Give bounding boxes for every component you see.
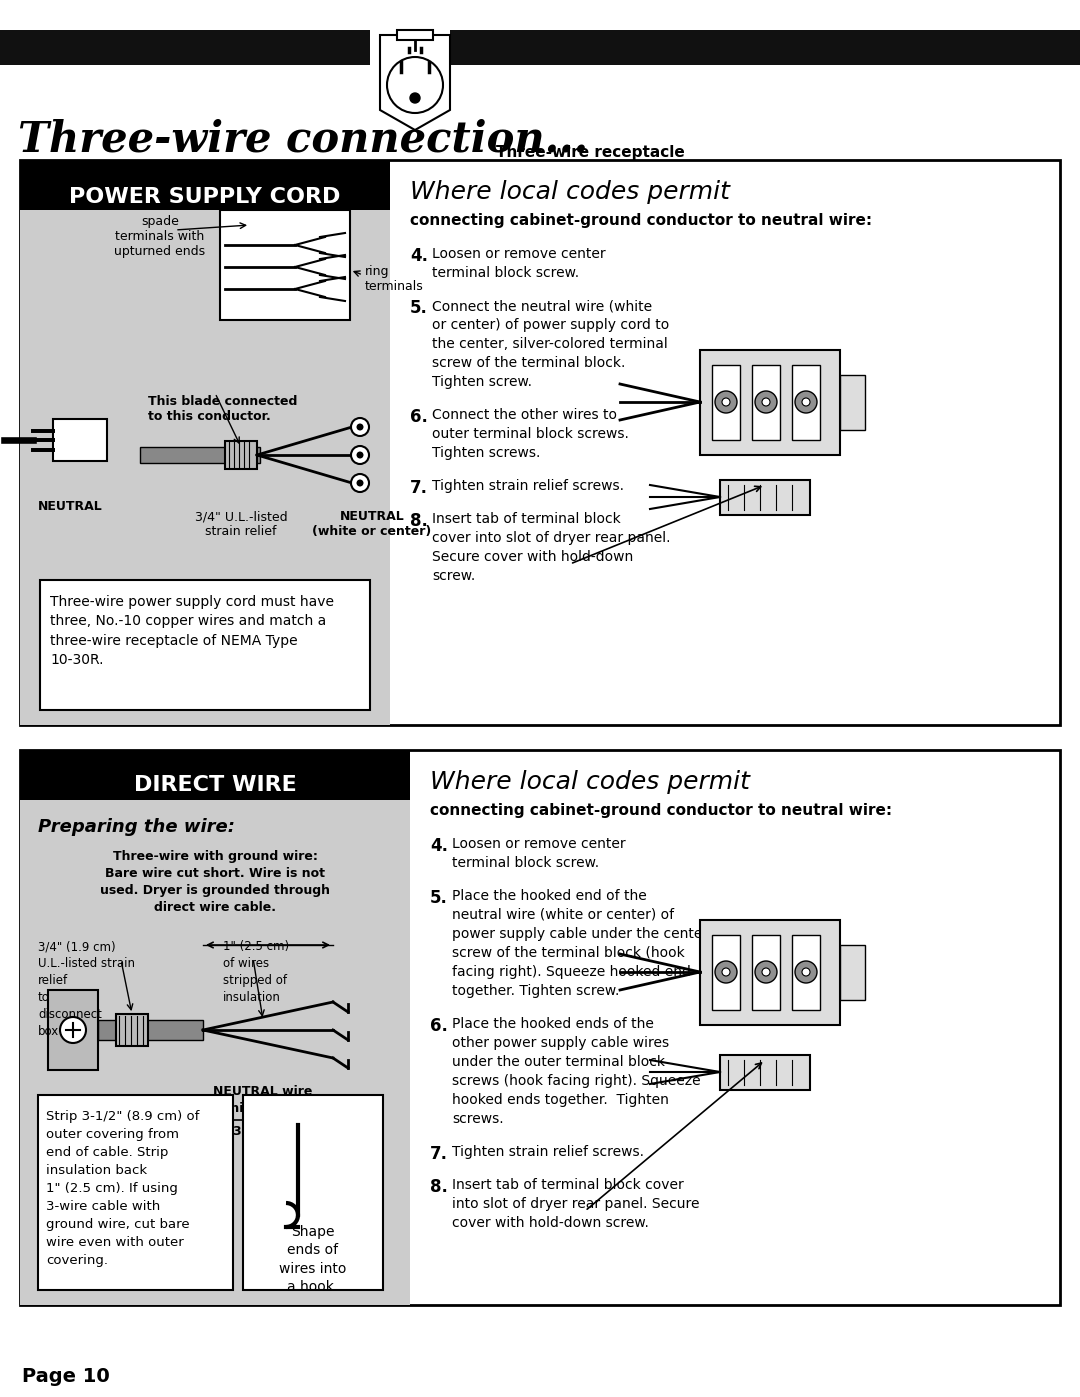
Bar	[21, 750, 1059, 1305]
Text: Where local codes permit: Where local codes permit	[430, 770, 750, 793]
Bar	[225, 441, 257, 469]
Text: 10-gauge, 3-wire or,
10-gauge, 3-wire with
ground wire (Romex): 10-gauge, 3-wire or, 10-gauge, 3-wire wi…	[38, 1095, 167, 1141]
Text: 3/4" (1.9 cm)
U.L.-listed strain
relief
to
disconnect
box: 3/4" (1.9 cm) U.L.-listed strain relief …	[38, 940, 135, 1038]
Bar	[450, 29, 1080, 66]
Text: Place the hooked end of the
neutral wire (white or center) of
power supply cable: Place the hooked end of the neutral wire…	[453, 888, 708, 997]
Text: Shape
ends of
wires into
a hook.: Shape ends of wires into a hook.	[280, 1225, 347, 1294]
Bar	[712, 365, 740, 440]
Text: Insert tab of terminal block cover
into slot of dryer rear panel. Secure
cover w: Insert tab of terminal block cover into …	[453, 1178, 700, 1229]
Bar	[840, 944, 865, 1000]
Circle shape	[795, 961, 816, 983]
Bar	[243, 1095, 383, 1289]
Circle shape	[755, 961, 777, 983]
Polygon shape	[380, 35, 450, 130]
Circle shape	[356, 423, 364, 430]
Circle shape	[802, 398, 810, 407]
Circle shape	[762, 398, 770, 407]
Text: DIRECT WIRE: DIRECT WIRE	[134, 775, 296, 795]
Circle shape	[715, 961, 737, 983]
Circle shape	[351, 446, 369, 464]
Text: Page 10: Page 10	[22, 1368, 110, 1386]
Bar	[720, 481, 810, 515]
Bar	[700, 921, 840, 1025]
Text: connecting cabinet-ground conductor to neutral wire:: connecting cabinet-ground conductor to n…	[430, 803, 892, 819]
Text: Where local codes permit: Where local codes permit	[410, 180, 730, 204]
Bar	[792, 935, 820, 1010]
Text: Connect the other wires to
outer terminal block screws.
Tighten screws.: Connect the other wires to outer termina…	[432, 408, 629, 460]
Bar	[21, 750, 410, 800]
Bar	[21, 161, 390, 210]
Text: NEUTRAL wire
(white or center): NEUTRAL wire (white or center)	[213, 1085, 333, 1115]
Bar	[116, 1014, 148, 1046]
Bar	[98, 1020, 203, 1039]
Text: 5.: 5.	[430, 888, 448, 907]
Text: This blade connected
to this conductor.: This blade connected to this conductor.	[148, 395, 297, 423]
Bar	[0, 29, 370, 66]
Bar	[792, 365, 820, 440]
Bar	[752, 365, 780, 440]
Text: 6.: 6.	[430, 1017, 448, 1035]
Text: 1" (2.5 cm)
of wires
stripped of
insulation: 1" (2.5 cm) of wires stripped of insulat…	[222, 940, 289, 1004]
Circle shape	[723, 968, 730, 977]
Bar	[48, 990, 98, 1070]
Text: 7.: 7.	[410, 479, 428, 497]
Circle shape	[351, 418, 369, 436]
Bar	[220, 210, 350, 320]
Circle shape	[356, 479, 364, 486]
Text: Place the hooked ends of the
other power supply cable wires
under the outer term: Place the hooked ends of the other power…	[453, 1017, 701, 1126]
Text: Tighten strain relief screws.: Tighten strain relief screws.	[453, 1146, 644, 1160]
Text: 5.: 5.	[410, 299, 428, 317]
Text: Three-wire with ground wire:
Bare wire cut short. Wire is not
used. Dryer is gro: Three-wire with ground wire: Bare wire c…	[100, 849, 330, 914]
Text: 3-1/2" (8.9 cm): 3-1/2" (8.9 cm)	[233, 1125, 338, 1139]
Bar	[752, 935, 780, 1010]
Text: Three-wire power supply cord must have
three, No.-10 copper wires and match a
th: Three-wire power supply cord must have t…	[50, 595, 334, 668]
Bar	[21, 750, 410, 1305]
Text: Three-wire connection...: Three-wire connection...	[18, 117, 589, 161]
Bar	[21, 161, 390, 725]
Text: Strip 3-1/2" (8.9 cm) of
outer covering from
end of cable. Strip
insulation back: Strip 3-1/2" (8.9 cm) of outer covering …	[46, 1111, 200, 1267]
Text: 6.: 6.	[410, 408, 428, 426]
Text: spade
terminals with
upturned ends: spade terminals with upturned ends	[114, 215, 205, 258]
Bar	[38, 1095, 233, 1289]
Bar	[53, 419, 107, 461]
Text: 7.: 7.	[430, 1146, 448, 1162]
Text: 3/4" U.L.-listed
strain relief: 3/4" U.L.-listed strain relief	[194, 510, 287, 538]
Text: 4.: 4.	[410, 247, 428, 265]
Text: Loosen or remove center
terminal block screw.: Loosen or remove center terminal block s…	[432, 247, 606, 279]
Circle shape	[795, 391, 816, 414]
Circle shape	[762, 968, 770, 977]
Circle shape	[715, 391, 737, 414]
Circle shape	[356, 451, 364, 458]
Text: 8.: 8.	[410, 511, 428, 529]
Bar	[720, 1055, 810, 1090]
Circle shape	[351, 474, 369, 492]
Text: 4.: 4.	[430, 837, 448, 855]
Circle shape	[802, 968, 810, 977]
Text: Preparing the wire:: Preparing the wire:	[38, 819, 235, 835]
Bar	[21, 161, 1059, 725]
Text: NEUTRAL
(white or center): NEUTRAL (white or center)	[312, 510, 432, 538]
Text: Tighten strain relief screws.: Tighten strain relief screws.	[432, 479, 624, 493]
Circle shape	[60, 1017, 86, 1044]
Bar	[840, 374, 865, 430]
Bar	[712, 935, 740, 1010]
Bar	[40, 580, 370, 710]
Text: 8.: 8.	[430, 1178, 448, 1196]
Circle shape	[723, 398, 730, 407]
Bar	[700, 351, 840, 455]
Bar	[140, 447, 260, 462]
Text: ring
terminals: ring terminals	[365, 265, 423, 293]
Text: Three-wire receptacle: Three-wire receptacle	[496, 145, 685, 161]
Bar	[397, 29, 433, 41]
Text: connecting cabinet-ground conductor to neutral wire:: connecting cabinet-ground conductor to n…	[410, 212, 873, 228]
Circle shape	[387, 57, 443, 113]
Text: Loosen or remove center
terminal block screw.: Loosen or remove center terminal block s…	[453, 837, 625, 870]
Circle shape	[410, 94, 420, 103]
Text: Connect the neutral wire (white
or center) of power supply cord to
the center, s: Connect the neutral wire (white or cente…	[432, 299, 670, 388]
Text: NEUTRAL: NEUTRAL	[38, 500, 103, 513]
Text: POWER SUPPLY CORD: POWER SUPPLY CORD	[69, 187, 340, 207]
Circle shape	[755, 391, 777, 414]
Text: Insert tab of terminal block
cover into slot of dryer rear panel.
Secure cover w: Insert tab of terminal block cover into …	[432, 511, 671, 583]
